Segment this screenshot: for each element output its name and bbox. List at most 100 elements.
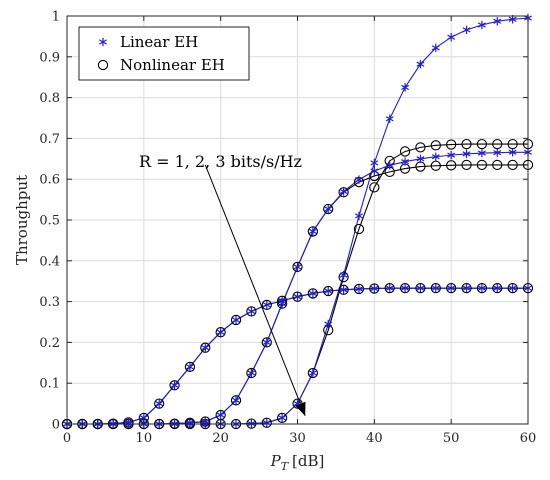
nonlinear-eh-marker <box>307 367 319 379</box>
linear-eh-marker <box>216 410 225 420</box>
linear-eh-marker <box>370 284 379 293</box>
linear-eh-marker <box>247 368 256 378</box>
nonlinear-eh-marker <box>415 282 426 294</box>
x-axis-label-unit: [dB] <box>292 452 324 470</box>
linear-eh-marker <box>493 148 502 157</box>
x-axis-label-base: P <box>270 452 282 470</box>
linear-eh-marker <box>308 289 317 298</box>
linear-eh-marker <box>99 37 107 47</box>
nonlinear-eh-marker <box>369 182 380 193</box>
nonlinear-eh-marker <box>476 138 488 150</box>
x-tick-label: 40 <box>366 431 383 446</box>
linear-eh-marker <box>493 283 502 293</box>
linear-eh-marker <box>370 166 379 176</box>
linear-eh-marker <box>278 413 287 423</box>
linear-eh-marker <box>477 283 486 293</box>
nonlinear-eh-marker <box>476 159 488 171</box>
legend: Linear EH Nonlinear EH <box>78 26 250 81</box>
linear-eh-marker <box>308 227 317 236</box>
y-tick-label: 0.5 <box>39 214 60 229</box>
linear-eh-marker <box>324 204 333 214</box>
linear-eh-marker <box>401 83 410 92</box>
linear-eh-marker <box>477 148 486 158</box>
nonlinear-eh-marker <box>353 223 365 235</box>
nonlinear-eh-marker <box>415 142 426 153</box>
x-tick-label: 0 <box>63 431 71 446</box>
y-tick-label: 0.7 <box>39 132 60 147</box>
linear-eh-marker <box>201 343 210 352</box>
nonlinear-eh-marker <box>246 367 257 379</box>
nonlinear-eh-marker <box>323 203 334 215</box>
nonlinear-eh-marker <box>261 299 272 311</box>
linear-eh-marker <box>339 270 348 280</box>
nonlinear-eh-marker <box>154 398 165 409</box>
linear-eh-marker <box>462 283 471 293</box>
linear-eh-marker <box>401 157 410 166</box>
linear-eh-marker <box>416 154 425 163</box>
axis-ticks: 0 10 20 30 40 50 60 0 0.1 0.2 0.3 0.4 0.5 0.6 0.7 0.8 0.… <box>39 10 536 447</box>
x-tick-label: 60 <box>520 431 537 446</box>
nonlinear-eh-marker <box>323 285 334 297</box>
linear-eh-marker <box>401 283 410 293</box>
linear-eh-marker <box>431 152 440 161</box>
linear-eh-marker <box>447 33 456 42</box>
linear-eh-marker <box>447 150 456 160</box>
nonlinear-eh-marker <box>492 282 503 294</box>
linear-eh-marker <box>355 284 363 294</box>
nonlinear-eh-marker <box>369 283 380 294</box>
y-axis-label: Throughput <box>13 175 31 265</box>
linear-eh-marker <box>232 315 240 325</box>
legend-item: Linear EH <box>99 33 198 51</box>
legend-label: Nonlinear EH <box>120 56 225 74</box>
linear-eh-marker <box>370 158 379 168</box>
linear-eh-marker <box>385 114 394 124</box>
nonlinear-eh-marker <box>276 412 288 424</box>
linear-eh-marker <box>185 362 194 372</box>
nonlinear-eh-marker <box>338 284 349 295</box>
linear-eh-marker <box>477 20 486 30</box>
y-tick-label: 0.6 <box>39 173 60 188</box>
linear-eh-marker <box>278 299 287 308</box>
nonlinear-eh-marker <box>384 282 395 294</box>
nonlinear-eh-marker <box>446 282 457 294</box>
annotation-arrow-head <box>295 401 306 416</box>
nonlinear-eh-marker <box>430 160 441 171</box>
nonlinear-eh-marker <box>461 159 472 171</box>
linear-eh-marker <box>385 161 394 170</box>
y-tick-label: 0.2 <box>39 336 60 351</box>
linear-eh-marker <box>508 283 517 293</box>
linear-eh-marker <box>262 338 271 347</box>
linear-eh-marker <box>324 286 333 296</box>
linear-eh-marker <box>508 148 517 157</box>
x-axis-label: PT [dB] <box>270 452 325 473</box>
legend-box <box>78 26 250 81</box>
linear-eh-marker <box>339 285 348 294</box>
nonlinear-eh-marker <box>261 417 272 428</box>
linear-eh-marker <box>324 319 333 329</box>
nonlinear-eh-marker <box>446 160 457 171</box>
nonlinear-eh-marker <box>200 342 211 353</box>
linear-eh-marker <box>431 283 440 293</box>
nonlinear-eh-marker <box>307 226 319 237</box>
legend-label: Linear EH <box>120 33 198 51</box>
nonlinear-eh-marker <box>399 146 411 157</box>
x-tick-label: 50 <box>443 431 460 446</box>
nonlinear-eh-marker <box>430 140 441 151</box>
linear-eh-marker <box>262 300 271 310</box>
linear-eh-marker <box>385 283 394 293</box>
y-tick-label: 0.8 <box>39 91 60 106</box>
nonlinear-eh-marker <box>399 282 411 294</box>
x-tick-label: 30 <box>289 431 306 446</box>
linear-eh-marker <box>416 283 425 293</box>
nonlinear-eh-marker <box>292 291 303 302</box>
nonlinear-eh-marker <box>507 159 518 171</box>
y-tick-label: 0.4 <box>39 254 60 269</box>
x-tick-label: 20 <box>212 431 229 446</box>
y-tick-label: 0.9 <box>39 50 60 65</box>
nonlinear-eh-marker <box>246 306 257 317</box>
nonlinear-eh-marker <box>446 139 457 150</box>
annotation-label: R = 1, 2, 3 bits/s/Hz <box>139 152 302 171</box>
linear-eh-marker <box>308 368 317 378</box>
